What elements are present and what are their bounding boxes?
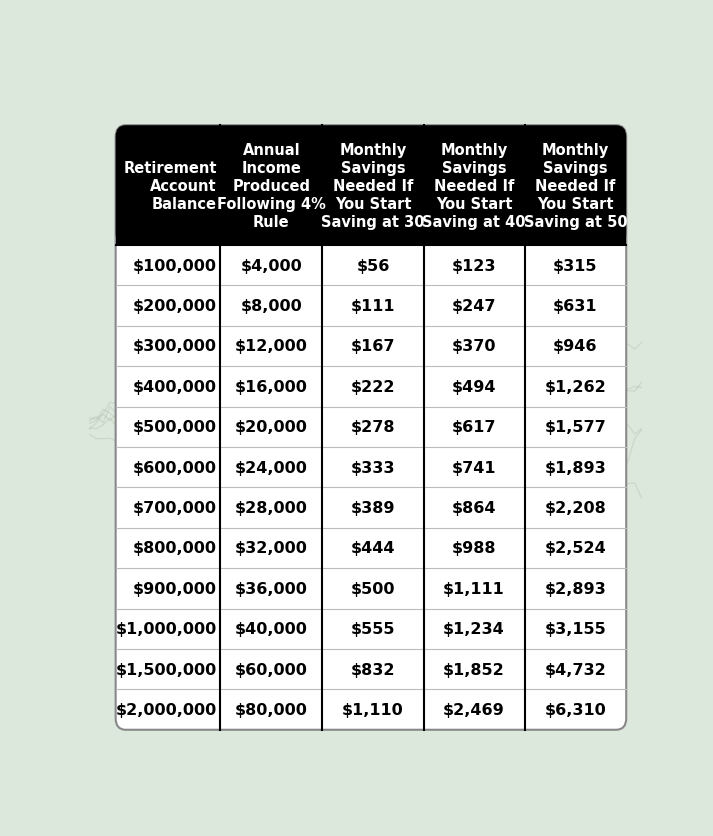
Text: $167: $167 bbox=[351, 339, 395, 354]
Text: $555: $555 bbox=[351, 621, 395, 636]
Text: $1,852: $1,852 bbox=[443, 662, 505, 677]
Text: Monthly
Savings
Needed If
You Start
Saving at 50: Monthly Savings Needed If You Start Savi… bbox=[523, 142, 627, 229]
Text: Retirement
Account
Balance: Retirement Account Balance bbox=[123, 161, 217, 212]
Text: $4,000: $4,000 bbox=[240, 258, 302, 273]
Text: $32,000: $32,000 bbox=[235, 541, 308, 556]
Text: $494: $494 bbox=[452, 380, 496, 395]
Text: $988: $988 bbox=[452, 541, 496, 556]
Text: $2,469: $2,469 bbox=[443, 702, 505, 717]
Text: $4,732: $4,732 bbox=[545, 662, 606, 677]
Text: $900,000: $900,000 bbox=[133, 581, 217, 596]
Text: $631: $631 bbox=[553, 298, 597, 314]
Text: $700,000: $700,000 bbox=[133, 501, 217, 516]
Text: $864: $864 bbox=[452, 501, 496, 516]
FancyBboxPatch shape bbox=[116, 126, 626, 730]
Text: $1,262: $1,262 bbox=[545, 380, 606, 395]
Text: Monthly
Savings
Needed If
You Start
Saving at 40: Monthly Savings Needed If You Start Savi… bbox=[422, 142, 525, 229]
Text: $247: $247 bbox=[452, 298, 496, 314]
Text: $1,000,000: $1,000,000 bbox=[116, 621, 217, 636]
Text: $444: $444 bbox=[351, 541, 395, 556]
Text: $123: $123 bbox=[452, 258, 496, 273]
Text: $56: $56 bbox=[356, 258, 390, 273]
Text: $315: $315 bbox=[553, 258, 597, 273]
Text: $3,155: $3,155 bbox=[545, 621, 606, 636]
Text: $1,577: $1,577 bbox=[545, 420, 606, 435]
Text: $40,000: $40,000 bbox=[235, 621, 308, 636]
Bar bbox=[116, 204, 626, 246]
Text: $1,500,000: $1,500,000 bbox=[116, 662, 217, 677]
Text: $28,000: $28,000 bbox=[235, 501, 308, 516]
Text: Annual
Income
Produced
Following 4%
Rule: Annual Income Produced Following 4% Rule bbox=[217, 142, 326, 229]
Text: $60,000: $60,000 bbox=[235, 662, 308, 677]
Text: $8,000: $8,000 bbox=[240, 298, 302, 314]
Text: $100,000: $100,000 bbox=[133, 258, 217, 273]
Text: $80,000: $80,000 bbox=[235, 702, 308, 717]
Text: $370: $370 bbox=[452, 339, 496, 354]
Text: $400,000: $400,000 bbox=[133, 380, 217, 395]
Text: $617: $617 bbox=[452, 420, 496, 435]
Text: $500,000: $500,000 bbox=[133, 420, 217, 435]
Text: $600,000: $600,000 bbox=[133, 460, 217, 475]
Text: $16,000: $16,000 bbox=[235, 380, 308, 395]
FancyBboxPatch shape bbox=[116, 126, 626, 246]
Text: $278: $278 bbox=[351, 420, 395, 435]
Text: $1,110: $1,110 bbox=[342, 702, 404, 717]
Text: $36,000: $36,000 bbox=[235, 581, 308, 596]
Text: $389: $389 bbox=[351, 501, 395, 516]
Text: $1,234: $1,234 bbox=[443, 621, 505, 636]
Text: $24,000: $24,000 bbox=[235, 460, 308, 475]
Text: $300,000: $300,000 bbox=[133, 339, 217, 354]
Text: $2,208: $2,208 bbox=[545, 501, 606, 516]
Text: $222: $222 bbox=[351, 380, 395, 395]
Text: $832: $832 bbox=[351, 662, 395, 677]
Text: $12,000: $12,000 bbox=[235, 339, 308, 354]
Text: $2,893: $2,893 bbox=[545, 581, 606, 596]
Text: Monthly
Savings
Needed If
You Start
Saving at 30: Monthly Savings Needed If You Start Savi… bbox=[322, 142, 425, 229]
Text: $1,893: $1,893 bbox=[545, 460, 606, 475]
Text: $111: $111 bbox=[351, 298, 395, 314]
Text: $1,111: $1,111 bbox=[443, 581, 505, 596]
Text: $946: $946 bbox=[553, 339, 597, 354]
Text: $333: $333 bbox=[351, 460, 395, 475]
Text: $800,000: $800,000 bbox=[133, 541, 217, 556]
Text: $20,000: $20,000 bbox=[235, 420, 308, 435]
Text: $6,310: $6,310 bbox=[545, 702, 606, 717]
Text: $200,000: $200,000 bbox=[133, 298, 217, 314]
Text: $2,524: $2,524 bbox=[545, 541, 606, 556]
Text: $500: $500 bbox=[351, 581, 395, 596]
Text: $2,000,000: $2,000,000 bbox=[116, 702, 217, 717]
Text: $741: $741 bbox=[452, 460, 496, 475]
